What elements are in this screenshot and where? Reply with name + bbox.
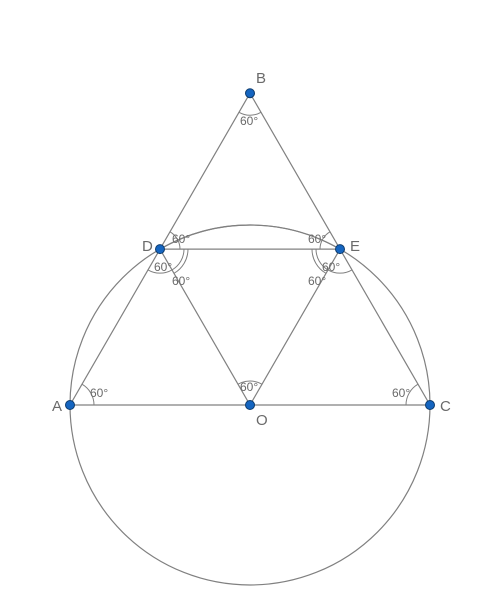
segment-d-o [160, 249, 250, 405]
point-d [156, 245, 165, 254]
angle-label-0: 60° [240, 114, 258, 128]
point-e [336, 245, 345, 254]
point-b [246, 89, 255, 98]
segments-group [70, 93, 430, 405]
angle-label-5: 60° [172, 274, 190, 288]
point-label-c: C [440, 398, 451, 415]
point-a [66, 401, 75, 410]
point-label-d: D [142, 238, 153, 255]
angle-label-6: 60° [308, 274, 326, 288]
point-label-e: E [350, 238, 360, 255]
angle-label-3: 60° [154, 260, 172, 274]
angle-label-7: 60° [240, 380, 258, 394]
point-label-a: A [52, 398, 62, 415]
point-c [426, 401, 435, 410]
angle-label-8: 60° [90, 386, 108, 400]
angle-label-2: 60° [308, 232, 326, 246]
angle-label-1: 60° [172, 232, 190, 246]
point-label-o: O [256, 412, 268, 429]
point-label-b: B [256, 70, 266, 87]
angle-label-9: 60° [392, 386, 410, 400]
geometry-diagram: 60°60°60°60°60°60°60°60°60°60° O A C D E B [0, 0, 500, 612]
angle-marks-group: 60°60°60°60°60°60°60°60°60°60° [82, 112, 418, 405]
point-o [246, 401, 255, 410]
